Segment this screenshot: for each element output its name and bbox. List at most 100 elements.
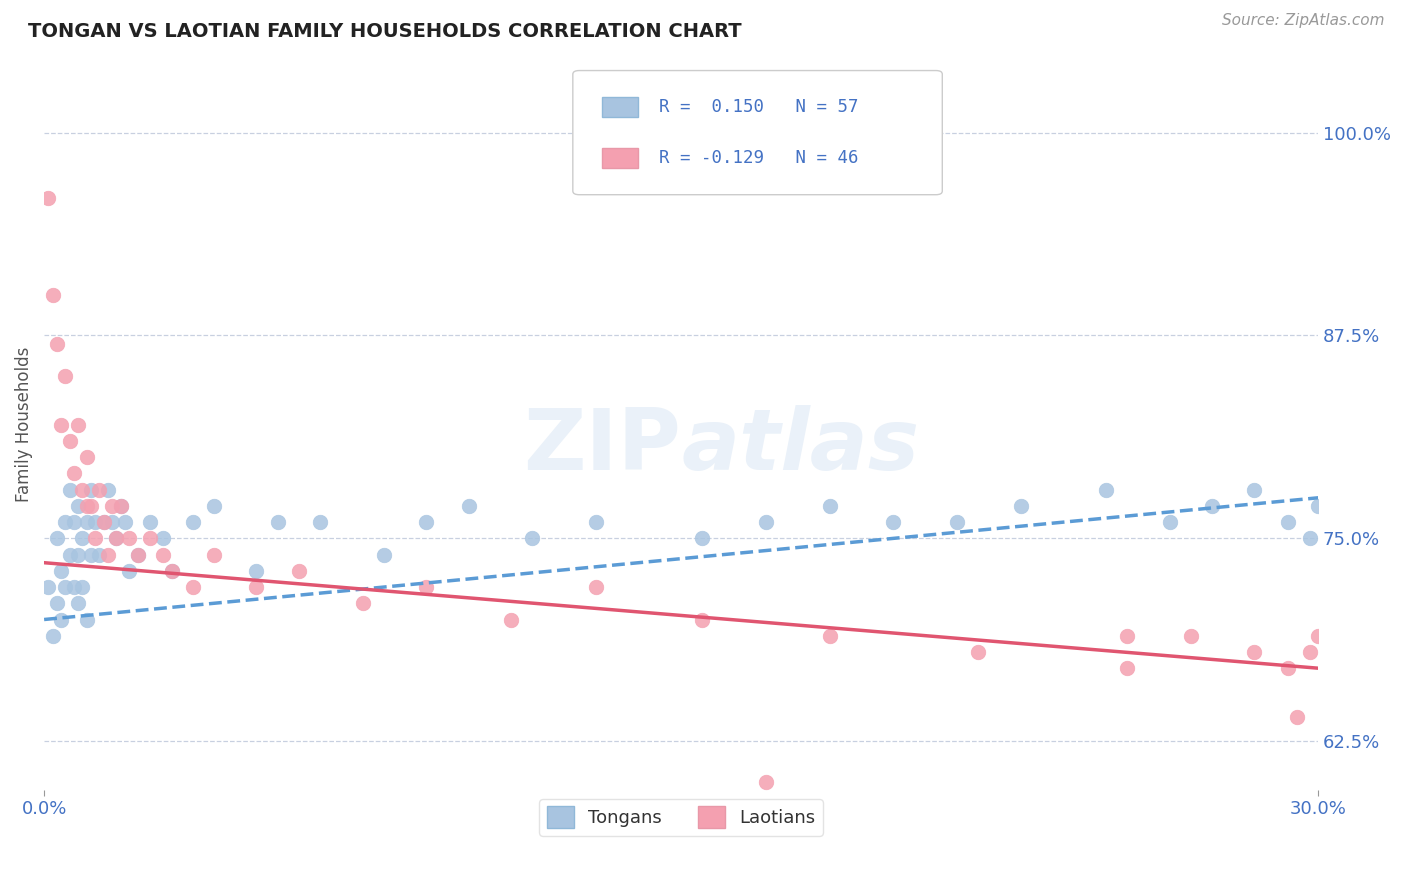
Text: ZIP: ZIP [523,405,681,488]
Point [80,483,103,497]
Point [160,564,183,578]
Point [1277,661,1299,675]
Point [152,548,174,562]
Point [818,629,841,643]
Point [946,515,969,529]
Point [181,580,204,594]
Point [72,580,94,594]
Point [1159,515,1181,529]
Point [58,434,80,448]
Point [309,515,332,529]
FancyBboxPatch shape [602,148,638,169]
Point [45,532,67,546]
Point [80,499,103,513]
Point [89,548,111,562]
Point [37,190,59,204]
Point [967,645,990,659]
Point [76,499,98,513]
Point [585,515,607,529]
Point [818,499,841,513]
Point [53,369,76,384]
Text: R =  0.150   N = 57: R = 0.150 N = 57 [659,98,859,116]
Point [101,499,124,513]
Point [1094,483,1116,497]
Point [53,580,76,594]
Point [245,564,267,578]
Point [110,499,132,513]
Point [245,580,267,594]
Point [49,613,72,627]
Point [288,564,311,578]
Point [97,548,120,562]
Point [37,580,59,594]
Point [860,807,883,822]
Point [80,548,103,562]
FancyBboxPatch shape [572,70,942,194]
Point [97,483,120,497]
Point [139,515,162,529]
Point [152,532,174,546]
Point [84,532,107,546]
Point [63,515,86,529]
Point [266,515,288,529]
Point [110,499,132,513]
Point [1298,532,1320,546]
Point [352,596,374,610]
Point [49,564,72,578]
Point [93,515,115,529]
Point [67,499,90,513]
Point [1308,629,1330,643]
Point [53,515,76,529]
Point [49,417,72,432]
Point [67,548,90,562]
Point [882,515,904,529]
Point [41,288,63,302]
Point [457,499,479,513]
Point [58,548,80,562]
Point [1116,661,1139,675]
Point [118,532,141,546]
Point [127,548,149,562]
Point [127,548,149,562]
Point [585,580,607,594]
Point [1116,629,1139,643]
Point [202,499,225,513]
Point [118,564,141,578]
Y-axis label: Family Households: Family Households [15,347,32,502]
Point [93,515,115,529]
Text: R = -0.129   N = 46: R = -0.129 N = 46 [659,149,859,167]
Point [89,483,111,497]
FancyBboxPatch shape [602,97,638,117]
Point [105,532,128,546]
Point [692,613,714,627]
Point [45,336,67,351]
Point [501,613,523,627]
Point [415,580,437,594]
Point [755,774,778,789]
Text: TONGAN VS LAOTIAN FAMILY HOUSEHOLDS CORRELATION CHART: TONGAN VS LAOTIAN FAMILY HOUSEHOLDS CORR… [28,22,742,41]
Point [1298,645,1320,659]
Point [1277,515,1299,529]
Point [181,515,204,529]
Point [63,467,86,481]
Point [1010,499,1032,513]
Point [76,450,98,465]
Point [84,515,107,529]
Point [415,515,437,529]
Point [72,483,94,497]
Text: Source: ZipAtlas.com: Source: ZipAtlas.com [1222,13,1385,29]
Point [67,596,90,610]
Point [63,580,86,594]
Point [76,515,98,529]
Point [58,483,80,497]
Point [1285,710,1308,724]
Point [373,548,395,562]
Point [45,596,67,610]
Text: atlas: atlas [681,405,920,488]
Point [1243,645,1265,659]
Point [1243,483,1265,497]
Point [67,417,90,432]
Point [692,532,714,546]
Point [160,564,183,578]
Point [101,515,124,529]
